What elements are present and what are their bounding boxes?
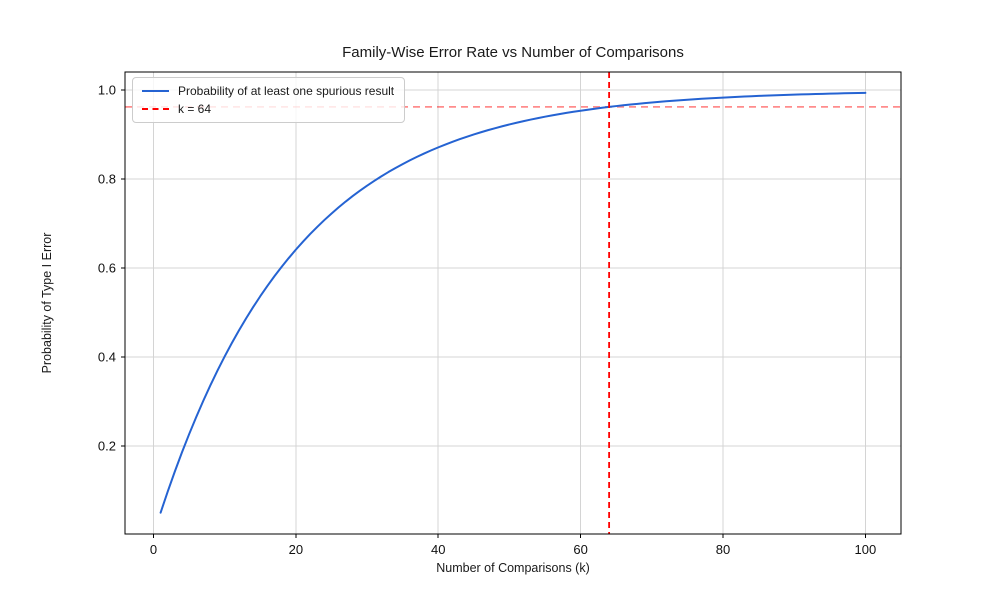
axes-spines	[124, 71, 902, 535]
x-tick-label: 60	[573, 542, 587, 557]
legend-line-sample-solid	[142, 90, 169, 92]
y-tick-label: 0.2	[98, 438, 116, 453]
x-tick-label: 100	[855, 542, 877, 557]
legend: Probability of at least one spurious res…	[132, 77, 406, 123]
y-tick-label: 0.4	[98, 350, 116, 365]
legend-label-series: Probability of at least one spurious res…	[178, 84, 395, 98]
legend-label-vline: k = 64	[178, 102, 212, 116]
legend-entry-vline: k = 64	[142, 102, 394, 116]
x-tick-label: 40	[431, 542, 445, 557]
x-tick-label: 0	[150, 542, 157, 557]
x-tick-label: 20	[289, 542, 303, 557]
legend-entry-series: Probability of at least one spurious res…	[142, 84, 394, 98]
legend-line-sample-dashed	[142, 108, 169, 110]
y-tick-label: 0.6	[98, 261, 116, 276]
chart-title: Family-Wise Error Rate vs Number of Comp…	[342, 44, 684, 61]
y-tick-label: 1.0	[98, 83, 116, 98]
x-tick-label: 80	[716, 542, 730, 557]
x-axis-label: Number of Comparisons (k)	[436, 561, 590, 575]
y-axis-label: Probability of Type I Error	[40, 232, 54, 374]
y-tick-label: 0.8	[98, 172, 116, 187]
fwer-curve	[159, 91, 867, 514]
